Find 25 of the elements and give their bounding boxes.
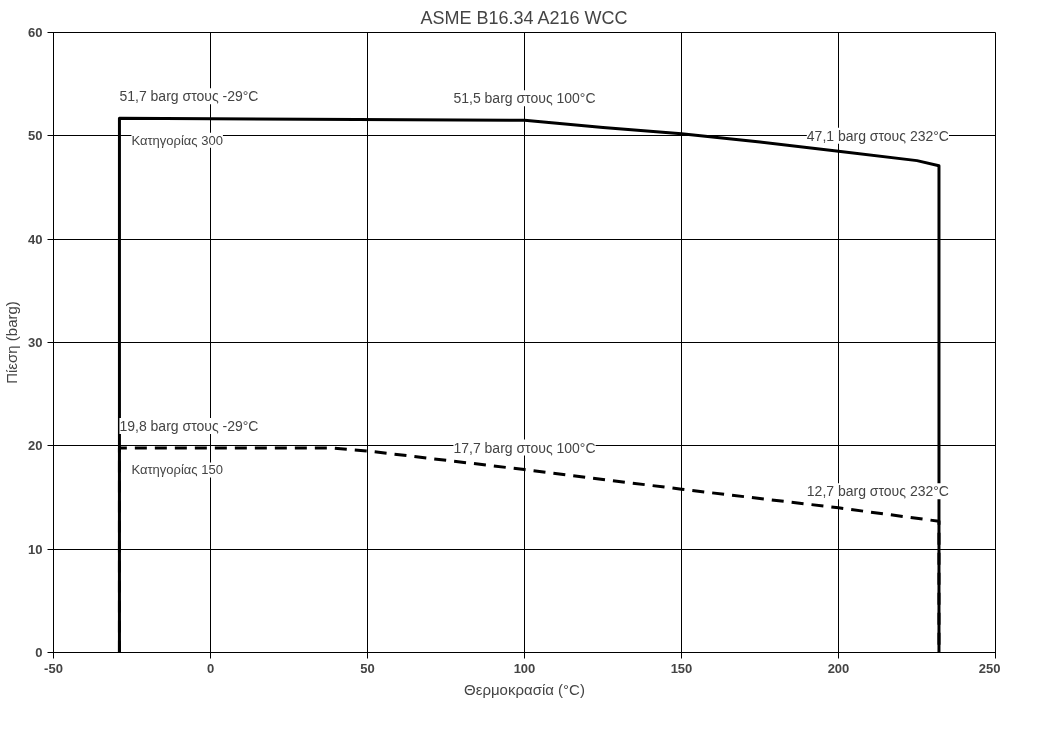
x-tick-label: 100 xyxy=(513,660,536,676)
annotation: 47,1 barg στους 232°C xyxy=(806,127,949,144)
y-tick-label: 40 xyxy=(28,231,43,247)
series-label: Κατηγορίας 150 xyxy=(131,462,223,478)
y-tick-label: 0 xyxy=(35,645,43,660)
x-tick-label: 250 xyxy=(978,660,1001,676)
y-tick-label: 20 xyxy=(28,438,43,454)
y-tick-label: 10 xyxy=(28,541,43,557)
x-tick-label: 150 xyxy=(670,660,693,676)
x-axis-title: Θερμοκρασία (°C) xyxy=(464,680,585,698)
y-tick-label: 30 xyxy=(28,335,43,350)
annotation: 19,8 barg στους -29°C xyxy=(119,417,259,434)
x-tick-label: 200 xyxy=(827,660,850,676)
y-tick-label: 60 xyxy=(28,25,43,40)
annotation: 51,7 barg στους -29°C xyxy=(119,88,259,105)
x-tick-label: -50 xyxy=(44,660,63,676)
annotation: 17,7 barg στους 100°C xyxy=(453,439,596,456)
annotation: 51,5 barg στους 100°C xyxy=(453,90,596,107)
series-label: Κατηγορίας 300 xyxy=(131,132,223,148)
y-tick-label: 50 xyxy=(28,128,43,144)
x-tick-label: 50 xyxy=(360,660,375,676)
chart-title: ASME B16.34 A216 WCC xyxy=(420,7,628,28)
x-tick-label: 0 xyxy=(206,660,215,676)
annotation: 12,7 barg στους 232°C xyxy=(806,483,949,500)
y-axis-title: Πίεση (barg) xyxy=(3,301,21,384)
